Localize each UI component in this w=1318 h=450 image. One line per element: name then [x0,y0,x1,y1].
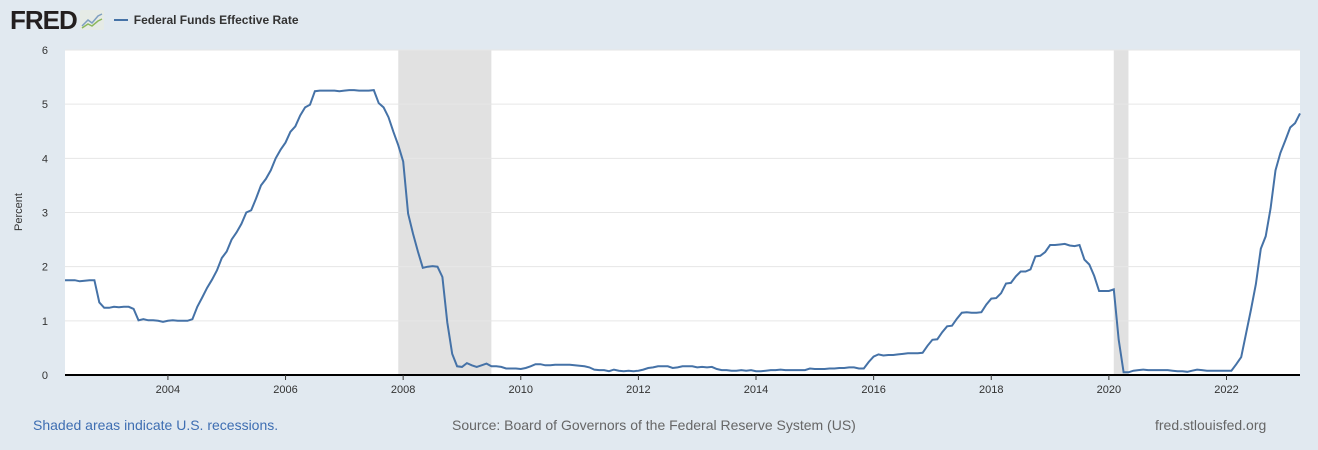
x-tick-label: 2012 [626,384,650,396]
site-text: fred.stlouisfed.org [1155,417,1267,433]
legend-item[interactable]: Federal Funds Effective Rate [113,13,299,27]
y-axis-label: Percent [13,193,25,231]
legend-label: Federal Funds Effective Rate [133,13,299,27]
x-tick-label: 2016 [861,384,885,396]
series-line-federal-funds-rate [65,89,1301,374]
header: FRED Federal Funds Effective Rate [10,4,299,35]
y-tick-label: 4 [42,153,48,165]
legend-line-swatch [113,19,128,21]
x-tick-label: 2008 [391,384,415,396]
fred-chart-logo-icon [79,10,104,30]
x-tick-label: 2022 [1214,384,1238,396]
y-tick-label: 2 [42,262,48,274]
y-tick-label: 5 [42,99,48,111]
y-tick-label: 1 [42,316,48,328]
y-tick-label: 3 [42,208,48,220]
x-tick-label: 2004 [156,384,180,396]
x-tick-label: 2006 [273,384,297,396]
x-tick-label: 2020 [1097,384,1121,396]
y-tick-label: 6 [42,45,48,57]
recession-note-link[interactable]: Shaded areas indicate U.S. recessions. [33,417,279,433]
y-tick-label: 0 [42,370,48,382]
source-text: Source: Board of Governors of the Federa… [452,417,856,433]
x-tick-label: 2010 [509,384,533,396]
x-tick-label: 2014 [744,384,768,396]
x-tick-label: 2018 [979,384,1003,396]
fred-logo[interactable]: FRED [10,4,78,35]
